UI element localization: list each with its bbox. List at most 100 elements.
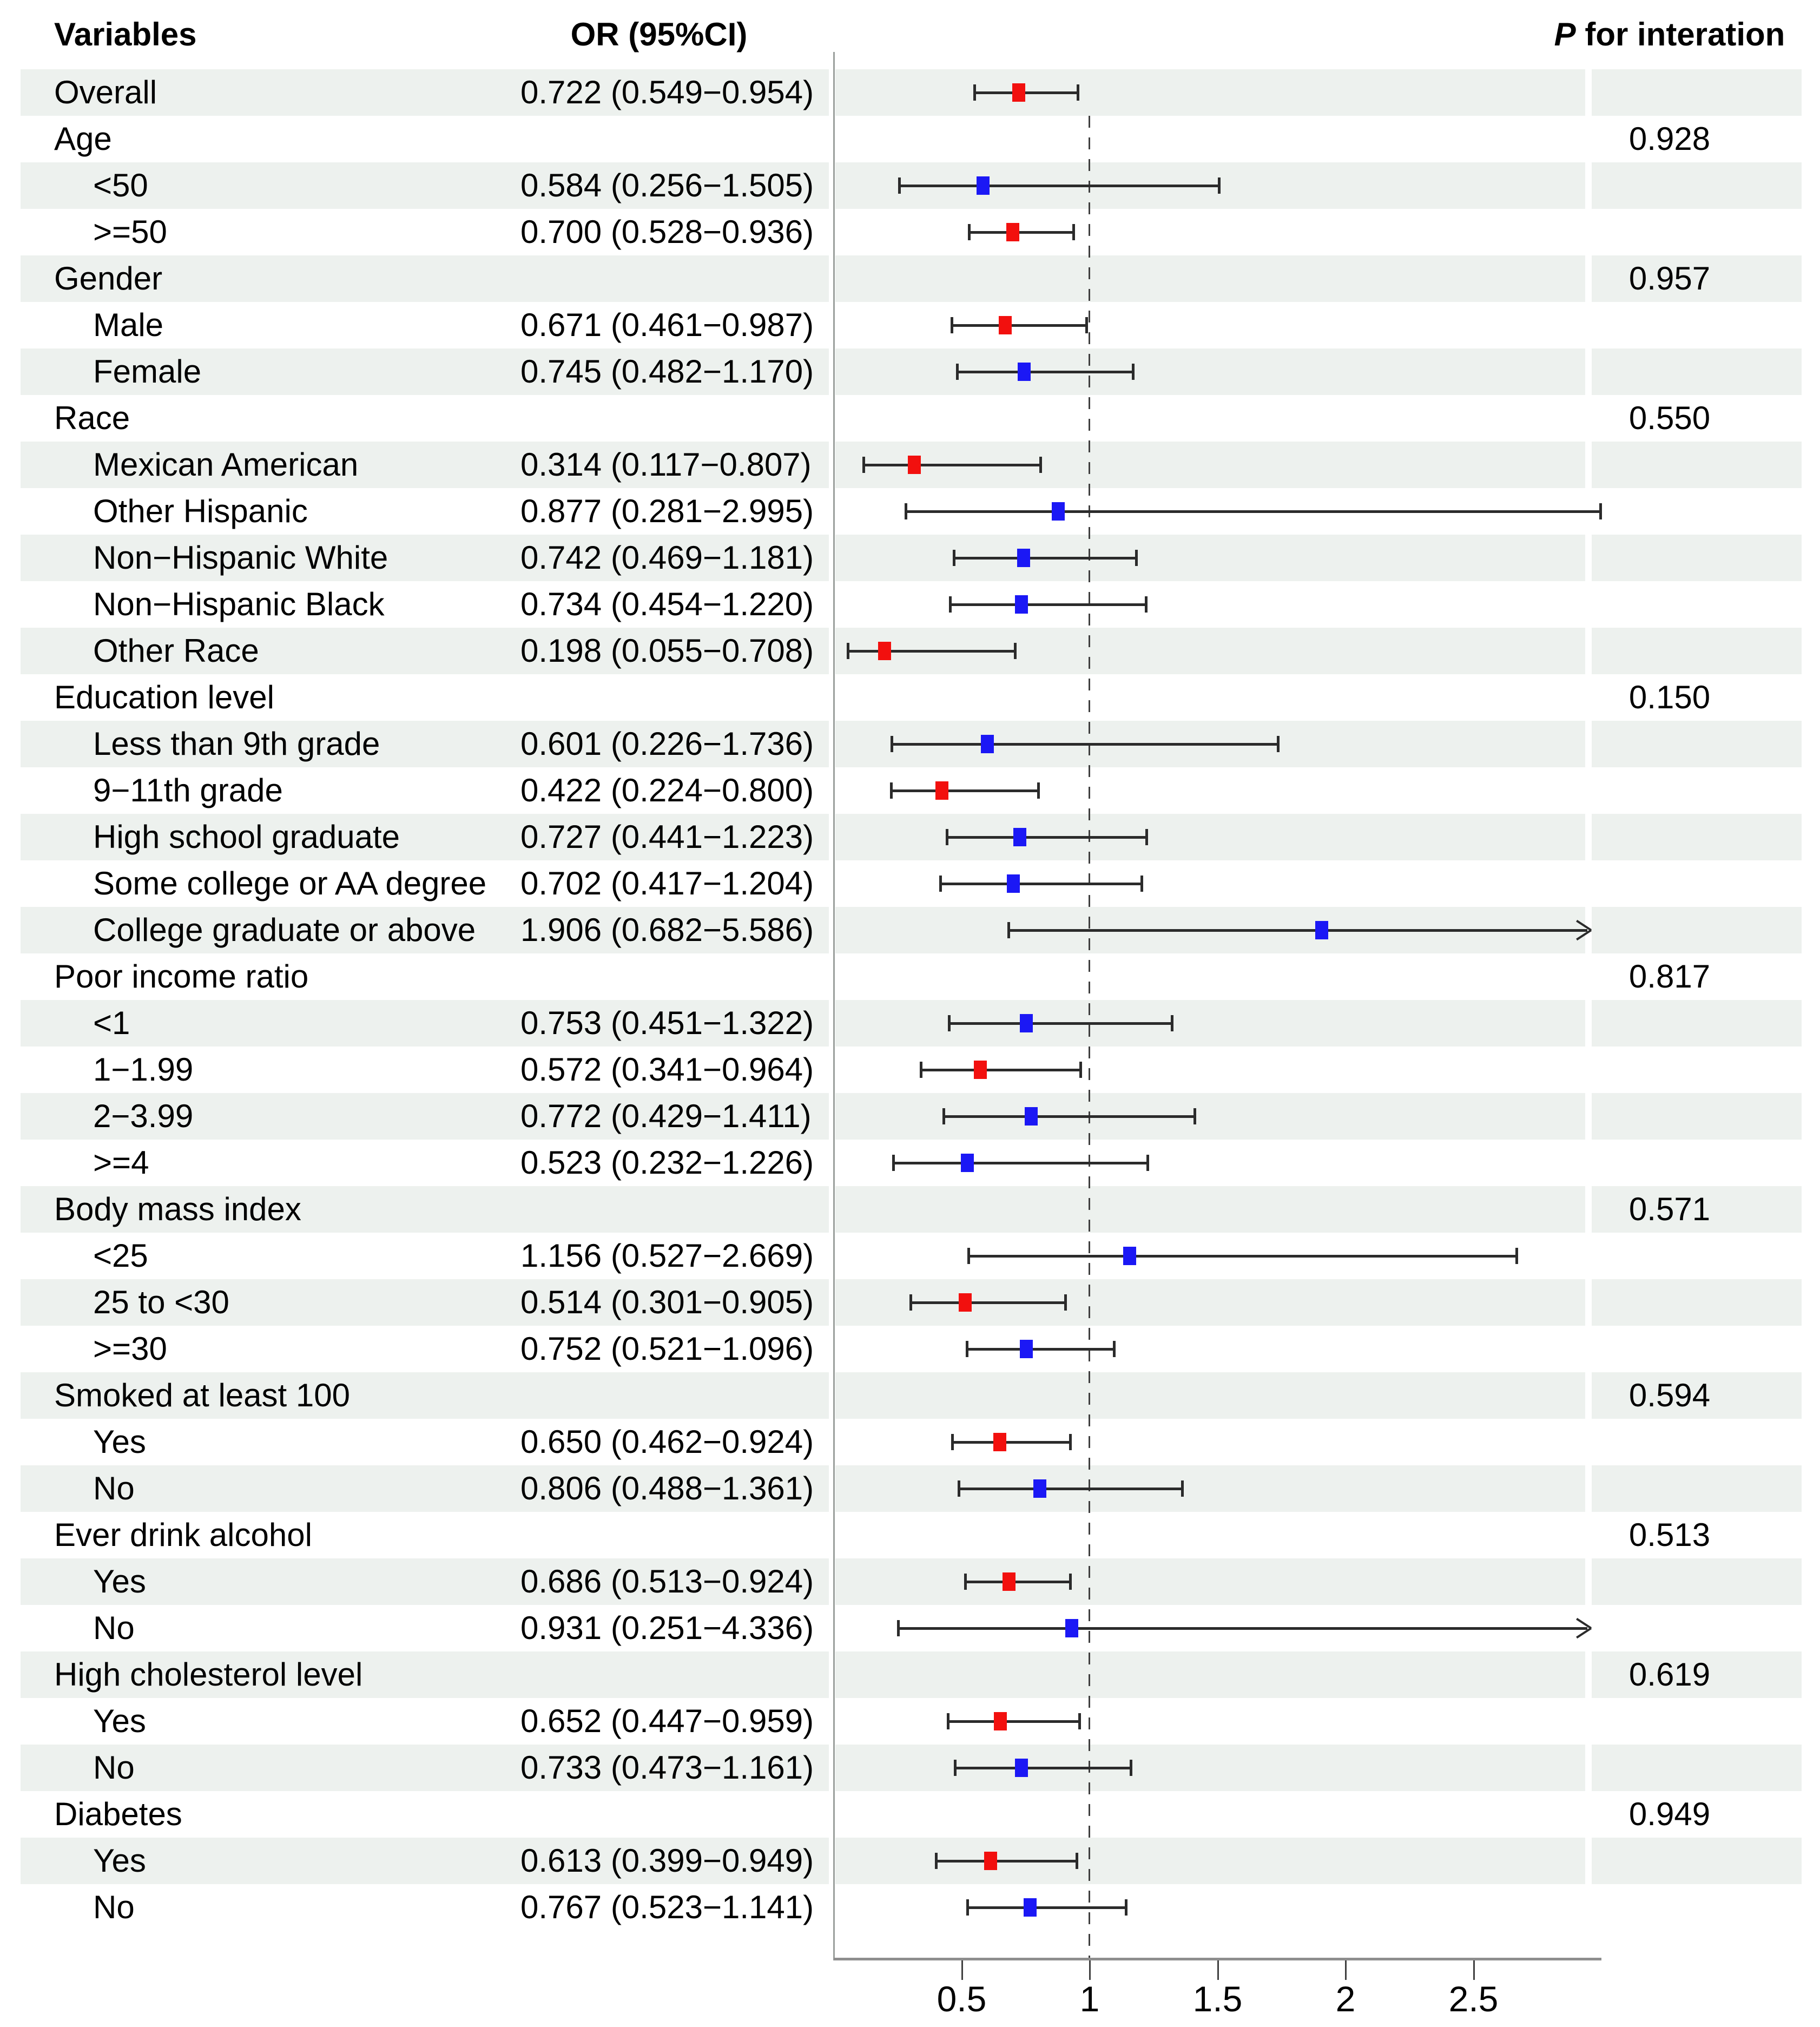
forest-row: Race 0.550 bbox=[0, 395, 1820, 442]
row-background-band bbox=[21, 255, 1802, 302]
ci-line bbox=[921, 1068, 1080, 1071]
forest-row: Ever drink alcohol 0.513 bbox=[0, 1512, 1820, 1558]
ci-cap-right bbox=[1515, 1248, 1519, 1264]
row-or-value: 0.314 (0.117−0.807) bbox=[520, 446, 812, 483]
forest-row: <50 0.584 (0.256−1.505) bbox=[0, 162, 1820, 209]
row-or-value: 0.702 (0.417−1.204) bbox=[520, 865, 814, 901]
forest-row: No 0.931 (0.251−4.336) bbox=[0, 1605, 1820, 1651]
ci-cap-left bbox=[939, 876, 942, 892]
ci-line bbox=[968, 231, 1073, 234]
or-marker bbox=[1013, 828, 1026, 846]
row-or-value: 0.652 (0.447−0.959) bbox=[520, 1703, 814, 1739]
row-label: Race bbox=[54, 400, 130, 436]
row-or-value: 0.686 (0.513−0.924) bbox=[520, 1563, 814, 1600]
row-or-value: 0.601 (0.226−1.736) bbox=[520, 726, 814, 762]
row-ci-plot bbox=[834, 69, 1592, 116]
ci-line bbox=[946, 835, 1147, 839]
row-ci-plot bbox=[834, 1093, 1592, 1140]
ci-cap-left bbox=[948, 1015, 951, 1031]
or-marker bbox=[984, 1852, 997, 1870]
or-marker bbox=[981, 735, 994, 753]
ci-cap-left bbox=[934, 1853, 938, 1869]
forest-row: College graduate or above 1.906 (0.682−5.… bbox=[0, 907, 1820, 953]
forest-row: Yes 0.686 (0.513−0.924) bbox=[0, 1558, 1820, 1605]
ci-cap-left bbox=[862, 457, 866, 473]
ci-cap-left bbox=[1007, 922, 1010, 938]
row-ci-plot bbox=[834, 721, 1592, 767]
ci-cap-right bbox=[1277, 736, 1280, 752]
axis-tick bbox=[1217, 1960, 1219, 1980]
forest-row: No 0.733 (0.473−1.161) bbox=[0, 1745, 1820, 1791]
ci-line bbox=[891, 789, 1039, 792]
forest-row: 9−11th grade 0.422 (0.224−0.800) bbox=[0, 767, 1820, 814]
row-or-value: 0.514 (0.301−0.905) bbox=[520, 1284, 814, 1320]
ci-cap-left bbox=[966, 1341, 969, 1357]
row-label: Ever drink alcohol bbox=[54, 1517, 312, 1553]
row-ci-plot bbox=[834, 1605, 1592, 1651]
row-or-value: 0.752 (0.521−1.096) bbox=[520, 1331, 814, 1367]
ci-cap-right bbox=[1078, 1713, 1081, 1729]
row-label: Overall bbox=[54, 74, 157, 110]
row-or-value: 0.572 (0.341−0.964) bbox=[520, 1051, 814, 1088]
row-label: High cholesterol level bbox=[54, 1656, 363, 1693]
or-marker bbox=[1007, 874, 1020, 893]
y-axis-line bbox=[833, 52, 835, 1960]
ci-line bbox=[898, 1627, 1587, 1630]
row-ci-plot bbox=[834, 1419, 1592, 1465]
ci-cap-left bbox=[953, 1760, 957, 1776]
ci-cap-right bbox=[1140, 876, 1144, 892]
ci-line bbox=[952, 1440, 1071, 1444]
row-background-band bbox=[21, 814, 1802, 860]
row-ci-plot bbox=[834, 209, 1592, 255]
row-label: <25 bbox=[93, 1238, 148, 1274]
axis-tick bbox=[1345, 1960, 1347, 1980]
or-marker bbox=[961, 1154, 974, 1172]
ci-cap-left bbox=[967, 224, 971, 240]
row-label: No bbox=[93, 1749, 135, 1786]
ci-cap-left bbox=[890, 736, 893, 752]
row-p-value: 0.550 bbox=[1628, 400, 1711, 436]
reference-line bbox=[1089, 116, 1090, 1958]
row-p-value: 0.817 bbox=[1628, 958, 1711, 995]
row-p-value: 0.594 bbox=[1628, 1377, 1711, 1413]
row-background-band bbox=[21, 1558, 1802, 1605]
or-marker bbox=[1023, 1898, 1037, 1917]
forest-row: Yes 0.652 (0.447−0.959) bbox=[0, 1698, 1820, 1745]
row-label: High school graduate bbox=[93, 819, 400, 855]
row-label: Smoked at least 100 bbox=[54, 1377, 351, 1413]
ci-cap-left bbox=[957, 1480, 960, 1497]
or-marker bbox=[1020, 1014, 1033, 1032]
ci-cap-right bbox=[1079, 1062, 1082, 1078]
row-label: Body mass index bbox=[54, 1191, 301, 1227]
ci-cap-right bbox=[1085, 317, 1088, 333]
or-marker bbox=[1015, 595, 1028, 614]
ci-cap-right bbox=[1130, 1760, 1133, 1776]
ci-cap-right bbox=[1599, 503, 1602, 519]
or-marker bbox=[999, 316, 1012, 334]
row-ci-plot bbox=[834, 488, 1602, 535]
ci-cap-left bbox=[951, 1434, 954, 1450]
axis-tick-label: 2 bbox=[1335, 1979, 1356, 2019]
ci-cap-right bbox=[1171, 1015, 1174, 1031]
ci-line bbox=[893, 1161, 1148, 1164]
ci-cap-left bbox=[967, 1248, 971, 1264]
forest-row: Diabetes 0.949 bbox=[0, 1791, 1820, 1838]
row-or-value: 0.722 (0.549−0.954) bbox=[520, 74, 814, 110]
forest-row: 25 to <30 0.514 (0.301−0.905) bbox=[0, 1279, 1820, 1326]
or-marker bbox=[1033, 1479, 1047, 1498]
row-or-value: 0.772 (0.429−1.411) bbox=[520, 1098, 812, 1134]
or-marker bbox=[878, 642, 891, 660]
row-label: 2−3.99 bbox=[93, 1098, 194, 1134]
ci-cap-right bbox=[1217, 177, 1221, 194]
ci-cap-right bbox=[1145, 596, 1148, 613]
row-or-value: 0.671 (0.461−0.987) bbox=[520, 307, 814, 343]
ci-cap-left bbox=[898, 177, 901, 194]
row-background-band bbox=[21, 1093, 1802, 1140]
row-label: >=4 bbox=[93, 1144, 149, 1181]
row-label: No bbox=[93, 1889, 135, 1925]
row-ci-plot bbox=[834, 1884, 1592, 1931]
or-marker bbox=[1065, 1619, 1079, 1637]
row-ci-plot bbox=[834, 1000, 1592, 1047]
row-or-value: 0.700 (0.528−0.936) bbox=[520, 214, 814, 250]
row-label: Non−Hispanic White bbox=[93, 539, 388, 576]
